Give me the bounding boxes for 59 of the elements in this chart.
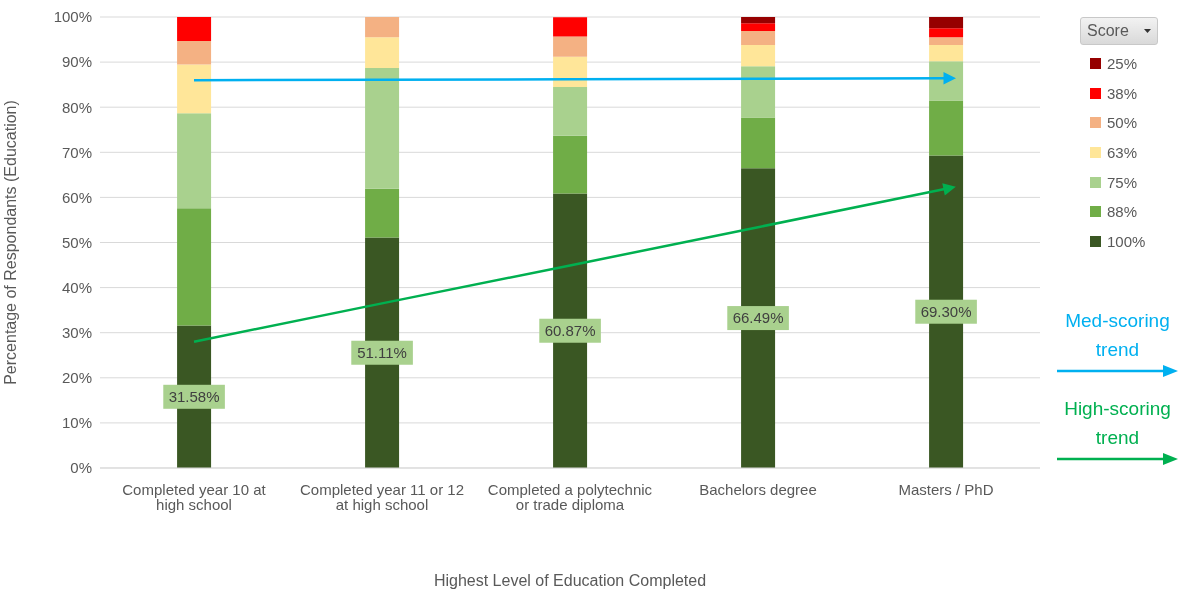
bar	[741, 31, 776, 46]
bar	[365, 188, 400, 238]
data-label: 51.11%	[357, 343, 407, 361]
bar	[929, 61, 964, 101]
legend-label: 100%	[1107, 232, 1146, 250]
bar	[365, 67, 400, 189]
bar	[929, 100, 964, 156]
x-tick-label: Completed a polytechnic or trade diploma	[487, 480, 653, 513]
bar	[365, 17, 400, 38]
bar	[741, 117, 776, 169]
y-tick-label: 0%	[70, 459, 92, 477]
x-axis-title: Highest Level of Education Completed	[433, 572, 707, 589]
bar	[929, 17, 964, 29]
bar	[177, 17, 212, 41]
bar	[365, 37, 400, 68]
bar	[553, 135, 588, 194]
y-tick-label: 100%	[53, 8, 92, 26]
y-tick-label: 10%	[61, 414, 92, 432]
legend-label: 50%	[1107, 114, 1138, 132]
legend-label: 38%	[1107, 84, 1138, 102]
legend-label: 75%	[1107, 173, 1138, 191]
bar	[177, 113, 212, 209]
y-axis-title: Percentage of Respondants (Education)	[1, 100, 19, 385]
bar	[553, 17, 588, 37]
y-tick-label: 70%	[61, 143, 92, 161]
bar	[177, 64, 212, 114]
y-tick-label: 50%	[61, 233, 92, 251]
x-tick-label: Completed year 11 or 12 at high school	[300, 480, 464, 513]
text: High-scoring trend	[1063, 397, 1172, 450]
y-tick-label: 60%	[61, 188, 92, 206]
bar	[929, 44, 964, 62]
data-label: 60.87%	[544, 321, 596, 339]
bar	[177, 40, 212, 65]
data-label: 66.49%	[732, 309, 784, 327]
legend-label: 63%	[1107, 144, 1138, 162]
x-tick-label: Bachelors degree	[699, 480, 817, 498]
bar	[553, 56, 588, 88]
x-tick-label: Masters / PhD	[898, 480, 994, 498]
bar	[553, 87, 588, 136]
legend-label: 25%	[1107, 55, 1138, 73]
legend-label: 88%	[1107, 203, 1138, 221]
bar	[741, 23, 776, 32]
bar	[553, 36, 588, 57]
data-label: 69.30%	[920, 302, 972, 320]
y-tick-label: 20%	[61, 369, 92, 387]
y-tick-label: 90%	[61, 53, 92, 71]
bar	[741, 17, 776, 24]
y-tick-label: 30%	[61, 324, 92, 342]
bar	[929, 37, 964, 45]
text: Med-scoring trend	[1064, 309, 1171, 362]
y-tick-label: 40%	[61, 278, 92, 296]
data-label: 31.58%	[168, 387, 220, 405]
bar	[741, 45, 776, 67]
bar	[741, 66, 776, 118]
y-tick-label: 80%	[61, 98, 92, 116]
legend-title: Score	[1087, 22, 1129, 40]
bar	[929, 28, 964, 38]
bar	[177, 208, 212, 326]
x-tick-label: Completed year 10 at high school	[122, 480, 267, 513]
